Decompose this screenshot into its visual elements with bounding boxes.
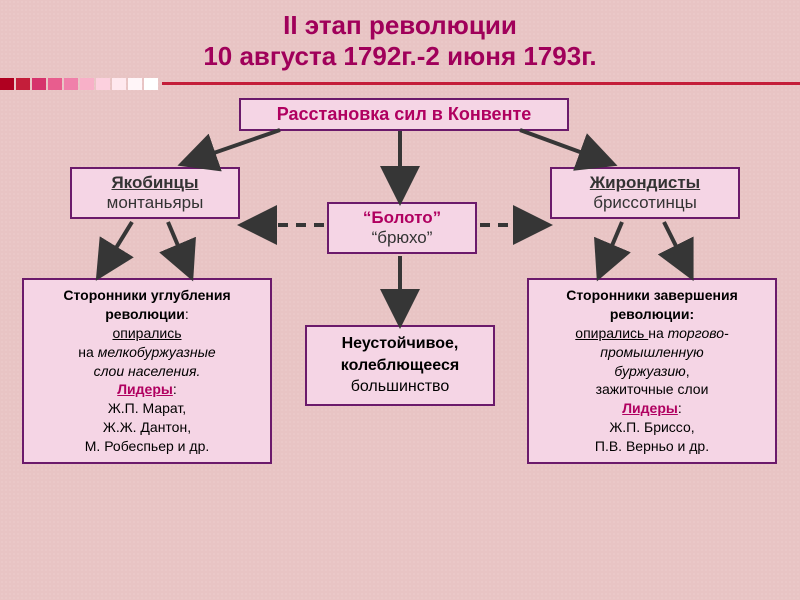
ld-leaders: Лидеры [117,381,173,397]
divider-box [128,78,142,90]
ld-l3pre: на [78,344,94,360]
divider-gradient-boxes [0,78,158,90]
rd-l3a: торгово- [664,325,729,341]
cd-l3: большинство [351,378,450,395]
rd-comma: , [686,363,690,379]
ld-l3a: мелкобуржуазные [94,344,216,360]
ld-colon2: : [173,381,177,397]
center-faction-box: “Болото” “брюхо” [327,202,477,254]
left-faction-name: Якобинцы [80,173,230,193]
rd-l6: Ж.П. Бриссо, [609,419,694,435]
right-faction-name: Жирондисты [560,173,730,193]
right-faction-box: Жирондисты бриссотинцы [550,167,740,219]
divider-box [48,78,62,90]
root-label: Расстановка сил в Конвенте [277,104,532,124]
ld-l6: Ж.Ж. Дантон, [103,419,191,435]
rd-l3b: промышленную [600,344,703,360]
rd-leaders: Лидеры [622,400,678,416]
left-faction-alt: монтаньяры [80,193,230,213]
divider-line [162,82,800,85]
rd-l7: П.В. Верньо и др. [595,438,709,454]
right-detail-box: Сторонники завершения революции: опирали… [527,278,777,464]
root-box: Расстановка сил в Конвенте [239,98,569,131]
title-line-1: II этап революции [0,10,800,41]
title-line-2: 10 августа 1792г.-2 июня 1793г. [0,41,800,72]
divider-box [96,78,110,90]
center-faction-name: “Болото” [337,208,467,228]
divider-box [144,78,158,90]
rd-l4: зажиточные слои [596,381,709,397]
rd-l3c: буржуазию [614,363,685,379]
rd-l2: опирались [575,325,648,341]
slide-title: II этап революции 10 августа 1792г.-2 ию… [0,0,800,72]
divider-bar [0,78,800,90]
center-faction-alt: “брюхо” [337,228,467,248]
right-faction-alt: бриссотинцы [560,193,730,213]
divider-box [64,78,78,90]
ld-l1a: Сторонники углубления [63,287,230,303]
divider-box [16,78,30,90]
center-detail-box: Неустойчивое, колеблющееся большинство [305,325,495,406]
ld-l7: М. Робеспьер и др. [85,438,210,454]
divider-box [112,78,126,90]
rd-colon: : [678,400,682,416]
rd-l1b: революции: [610,306,694,322]
cd-l2: колеблющееся [341,357,459,374]
rd-l2p: на [648,325,664,341]
divider-box [80,78,94,90]
ld-l3b: слои населения. [94,363,201,379]
left-faction-box: Якобинцы монтаньяры [70,167,240,219]
ld-l2: опирались [112,325,181,341]
ld-colon: : [185,306,189,322]
ld-l5: Ж.П. Марат, [108,400,186,416]
divider-box [32,78,46,90]
ld-l1b: революции [105,306,185,322]
divider-box [0,78,14,90]
left-detail-box: Сторонники углубления революции: опирали… [22,278,272,464]
cd-l1: Неустойчивое, [342,335,459,352]
rd-l1a: Сторонники завершения [566,287,737,303]
